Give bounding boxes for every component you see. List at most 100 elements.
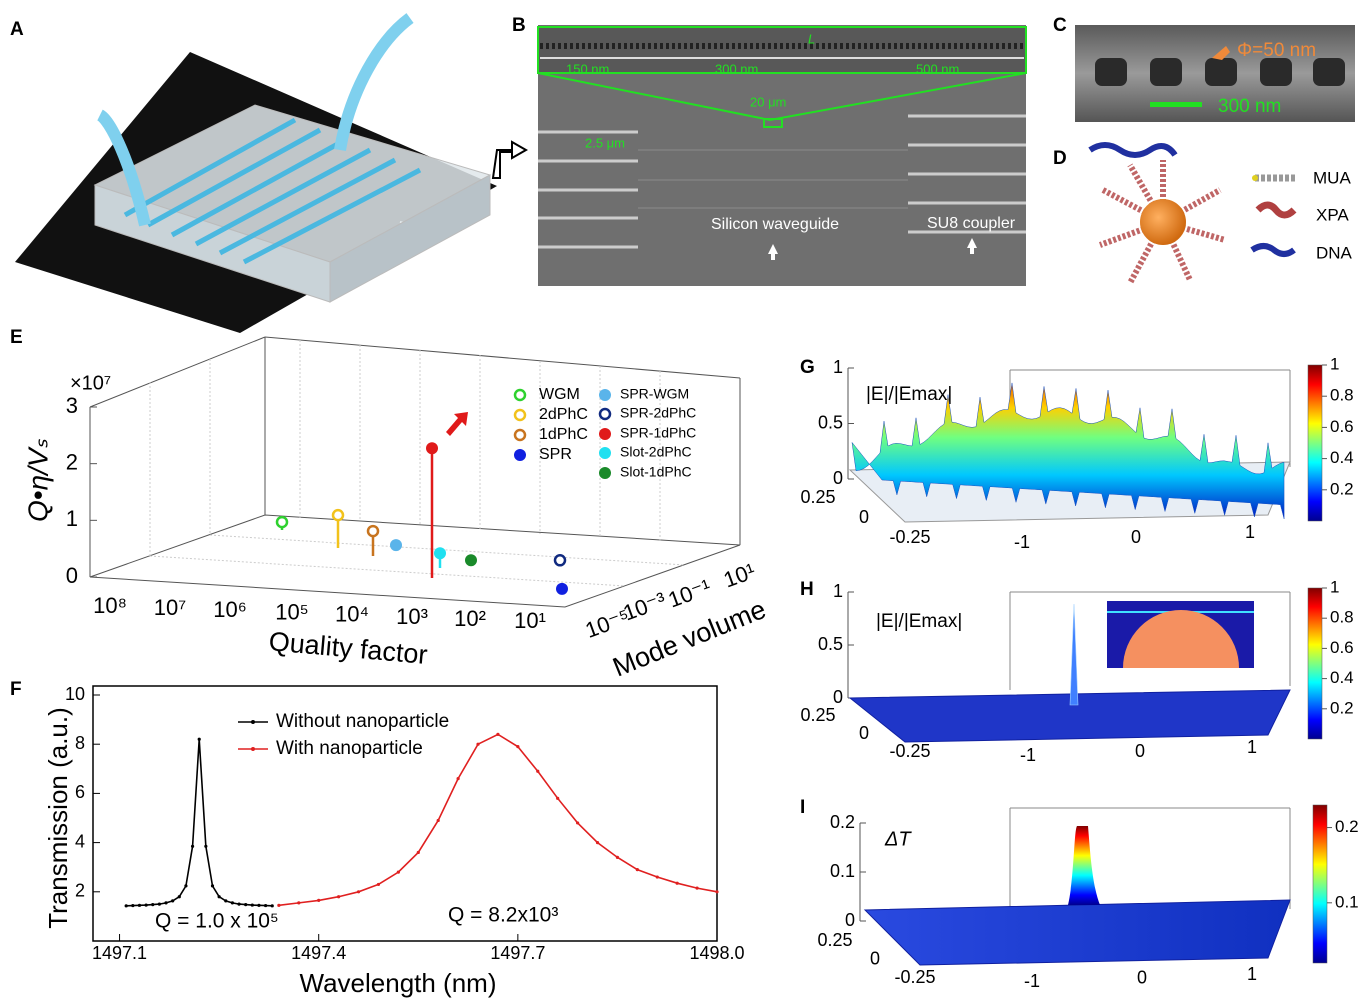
legend-label: SPR-2dPhC	[620, 405, 696, 421]
shape	[194, 147, 372, 247]
panel-label: G	[800, 357, 815, 378]
z-tick-label: 0	[833, 687, 843, 707]
y-tick-label: 0	[859, 507, 869, 527]
panel-label: B	[512, 15, 526, 36]
shape	[218, 157, 397, 256]
data-point	[715, 890, 719, 894]
data-point	[250, 903, 254, 907]
data-point	[416, 850, 420, 855]
surface	[848, 689, 1291, 743]
y-tick-label: 0	[870, 948, 880, 968]
shape	[1095, 58, 1127, 86]
legend-label: Slot-2dPhC	[620, 444, 692, 460]
legend-label: WGM	[539, 386, 580, 403]
shape	[1150, 102, 1202, 107]
data-point	[151, 902, 155, 907]
colorbar-tick-label: 0.4	[1330, 448, 1354, 467]
colorbar	[1312, 804, 1328, 964]
legend-label: SPR-WGM	[620, 386, 689, 402]
shape	[1140, 199, 1186, 245]
annotation: 300 nm	[715, 61, 758, 76]
legend-label: MUA	[1313, 168, 1351, 187]
data-point	[204, 844, 208, 848]
legend-marker	[251, 720, 255, 724]
colorbar-tick-label: 0.2	[1335, 817, 1359, 836]
x-tick-label: 10⁵	[275, 599, 309, 624]
data-point	[164, 901, 168, 905]
annotation: 500 nm	[916, 61, 959, 76]
sem-image	[537, 25, 1027, 286]
x-tick-label: 1498.0	[689, 943, 744, 963]
data-point	[131, 903, 135, 908]
y-tick-label: 10	[65, 684, 85, 704]
data-point	[157, 902, 161, 906]
x-tick-label: 0	[1135, 741, 1145, 761]
shape	[96, 109, 151, 227]
annotation: Q = 8.2x10³	[448, 904, 558, 927]
legend-marker	[599, 389, 611, 401]
colorbar	[1307, 587, 1323, 740]
shape	[1255, 201, 1297, 219]
data-point	[436, 818, 440, 823]
legend-label: Slot-1dPhC	[620, 464, 692, 480]
z-tick-label: 10¹	[720, 558, 758, 592]
y-tick-label: 2	[75, 881, 85, 901]
x-tick-label: 1	[1245, 522, 1255, 542]
y-tick-label: -0.25	[889, 527, 930, 547]
y-axis-label: Transmission (a.u.)	[43, 707, 73, 929]
shape	[1150, 58, 1182, 86]
colorbar-tick-label: 0.8	[1330, 386, 1354, 405]
data-point	[655, 875, 659, 879]
stem-marker	[434, 547, 446, 560]
x-tick-label: -1	[1014, 532, 1030, 552]
data-point	[496, 732, 500, 736]
annotation: 300 nm	[1218, 96, 1281, 117]
x-tick-label: 10⁴	[335, 602, 369, 627]
data-point	[556, 796, 560, 800]
stem-marker	[275, 515, 289, 529]
y-tick-label: -0.25	[889, 741, 930, 761]
x-tick-label: 10⁶	[213, 597, 247, 622]
panel-label: E	[10, 327, 23, 348]
shape	[170, 137, 347, 238]
z-tick-label: 0.5	[818, 412, 843, 432]
colorbar-tick-label: 0.6	[1330, 638, 1354, 657]
data-point	[217, 895, 221, 899]
stem-marker	[366, 524, 380, 538]
annotation: 150 nm	[566, 61, 609, 76]
data-point	[516, 745, 520, 749]
legend-label: XPA	[1316, 205, 1349, 224]
x-tick-label: -1	[1020, 745, 1036, 765]
x-tick-label: 10⁷	[154, 595, 186, 620]
y-axis-label: Q•η/Vₛ	[22, 438, 53, 522]
shape	[768, 244, 778, 254]
surface	[851, 382, 1285, 519]
x-tick-label: 0	[1131, 527, 1141, 547]
y-tick-label: 0	[859, 723, 869, 743]
shape	[89, 336, 266, 408]
y-tick-label: 2	[66, 449, 78, 474]
shape	[538, 114, 1026, 249]
legend-marker	[513, 428, 527, 442]
data-point	[197, 737, 201, 741]
data-point	[277, 903, 281, 907]
sem-holes	[1075, 25, 1355, 122]
legend-label: SPR-1dPhC	[620, 425, 696, 441]
data-point	[244, 902, 248, 907]
data-point	[595, 841, 600, 845]
colorbar-tick-label: 0.4	[1330, 668, 1354, 687]
data-point	[270, 904, 274, 908]
shape	[1250, 243, 1296, 257]
legend-marker	[599, 447, 611, 459]
z-tick-label: 0.1	[830, 861, 855, 881]
x-axis-label: Quality factor	[268, 626, 429, 670]
x-tick-label: 1	[1247, 964, 1257, 984]
shape	[1095, 58, 1345, 86]
data-point	[615, 855, 620, 859]
data-point	[297, 901, 301, 905]
legend-marker	[599, 467, 611, 479]
data-point	[695, 886, 699, 890]
series-line	[126, 739, 273, 907]
panel-label: A	[10, 19, 24, 40]
shape	[967, 238, 977, 248]
